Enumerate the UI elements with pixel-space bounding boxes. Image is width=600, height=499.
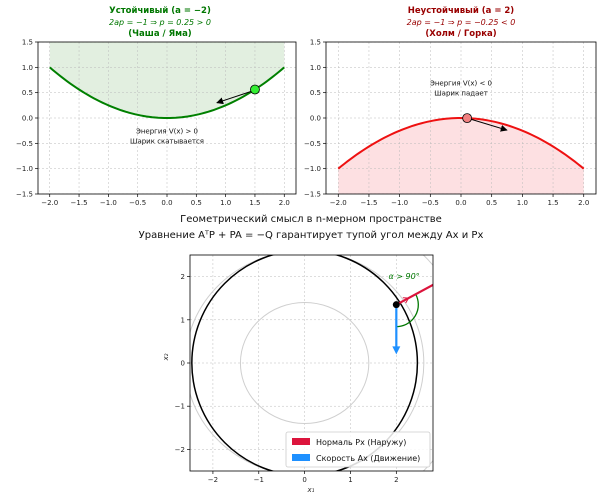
stable-roll-arrow	[216, 90, 253, 105]
stable-annotation-motion: Шарик скатывается	[130, 138, 204, 146]
y-tick-label: 1.0	[310, 64, 321, 72]
x-axis-label: x₁	[307, 486, 315, 494]
energy-contour	[190, 255, 425, 471]
legend-label-velocity: Скорость Ax (Движение)	[316, 454, 420, 463]
x-tick-label: 0.5	[191, 199, 202, 207]
stable-panel: Устойчивый (a = −2) 2ap = −1 ⇒ p = 0.25 …	[16, 6, 297, 208]
y-tick-label: −2	[175, 446, 185, 454]
y-tick-label: 0.5	[22, 89, 33, 97]
velocity-vector-arrowhead	[392, 346, 401, 355]
y-tick-label: −1.5	[304, 191, 321, 199]
x-tick-label: −1.5	[71, 199, 88, 207]
y-axis-label: x₂	[162, 353, 170, 361]
unstable-subtitle: 2ap = −1 ⇒ p = −0.25 < 0	[407, 18, 516, 27]
geometry-subtitle: Уравнение AᵀP + PA = −Q гарантирует тупо…	[139, 230, 484, 241]
normal-vector-px	[395, 283, 433, 306]
geometry-panel: Геометрический смысл в n-мерном простран…	[139, 214, 484, 494]
unstable-ticks: −2.0 −1.5 −1.0 −0.5 0.0 0.5 1.0 1.5 2.0 −1.5 −1.0 −…	[304, 39, 589, 208]
x-tick-label: 1.0	[220, 199, 231, 207]
x-tick-label: 0.0	[455, 199, 466, 207]
unstable-ball	[462, 113, 473, 124]
unstable-shape-label: (Холм / Горка)	[425, 29, 496, 39]
unstable-title: Неустойчивый (a = 2)	[408, 6, 515, 16]
normal-vector-arrowhead	[402, 297, 410, 304]
legend-swatch-normal	[292, 438, 310, 445]
x-tick-label: 2.0	[279, 199, 290, 207]
unstable-roll-arrow	[470, 118, 508, 132]
y-tick-label: −1.0	[304, 165, 321, 173]
y-tick-label: −1.0	[16, 165, 33, 173]
stable-shape-label: (Чаша / Яма)	[128, 29, 192, 39]
y-tick-label: 1.5	[310, 39, 321, 47]
x-tick-label: 1.5	[547, 199, 558, 207]
x-tick-label: −1.0	[391, 199, 408, 207]
x-tick-label: −1.0	[100, 199, 117, 207]
stable-ticks: −2.0 −1.5 −1.0 −0.5 0.0 0.5 1.0 1.5 2.0 −1.5 −1.0 −…	[16, 39, 290, 208]
x-tick-label: −2.0	[330, 199, 347, 207]
x-tick-label: 1.0	[517, 199, 528, 207]
legend-label-normal: Нормаль Px (Наружу)	[316, 438, 406, 447]
y-tick-label: 0.0	[22, 115, 33, 123]
angle-label: α > 90°	[388, 272, 419, 281]
y-tick-label: 1.0	[22, 64, 33, 72]
x-tick-label: 2.0	[578, 199, 589, 207]
stable-annotation-energy: Энергия V(x) > 0	[136, 128, 198, 136]
level-set-circle	[191, 255, 419, 471]
y-tick-label: −1.5	[16, 191, 33, 199]
y-tick-label: −1	[175, 403, 185, 411]
x-tick-label: 1.5	[249, 199, 260, 207]
legend-box	[285, 431, 431, 468]
x-tick-label: −1.5	[360, 199, 377, 207]
stable-ball	[250, 84, 260, 95]
geometry-contours	[190, 255, 433, 471]
stable-energy-curve	[49, 66, 285, 120]
energy-contour	[239, 302, 370, 424]
x-tick-label: 1	[348, 476, 352, 484]
x-tick-label: −0.5	[129, 199, 146, 207]
legend-swatch-velocity	[292, 454, 310, 461]
stable-subtitle: 2ap = −1 ⇒ p = 0.25 > 0	[109, 18, 211, 27]
state-point	[392, 301, 400, 309]
y-tick-label: 0.5	[310, 89, 321, 97]
angle-arc	[396, 293, 419, 328]
y-tick-label: −0.5	[304, 140, 321, 148]
y-tick-label: 1	[181, 316, 185, 324]
unstable-energy-curve	[337, 116, 585, 170]
geometry-title: Геометрический смысл в n-мерном простран…	[180, 214, 442, 225]
x-tick-label: 0.5	[486, 199, 497, 207]
unstable-annotation-motion: Шарик падает	[434, 90, 488, 98]
legend: Нормаль Px (Наружу) Скорость Ax (Движени…	[285, 431, 431, 468]
y-tick-label: 2	[181, 273, 185, 281]
x-tick-label: −2	[208, 476, 218, 484]
x-tick-label: −2.0	[41, 199, 58, 207]
y-tick-label: 0	[181, 360, 185, 368]
stable-title: Устойчивый (a = −2)	[109, 6, 211, 16]
y-tick-label: 1.5	[22, 39, 33, 47]
y-tick-label: 0.0	[310, 115, 321, 123]
x-tick-label: 0.0	[161, 199, 172, 207]
unstable-panel: Неустойчивый (a = 2) 2ap = −1 ⇒ p = −0.2…	[304, 6, 597, 208]
geometry-ticks: −2 −1 0 1 2 −2 −1 0 1 2	[175, 273, 399, 484]
x-tick-label: 0	[302, 476, 306, 484]
x-tick-label: −1	[254, 476, 264, 484]
unstable-annotation-energy: Энергия V(x) < 0	[430, 80, 492, 88]
x-tick-label: −0.5	[422, 199, 439, 207]
x-tick-label: 2	[394, 476, 398, 484]
y-tick-label: −0.5	[16, 140, 33, 148]
